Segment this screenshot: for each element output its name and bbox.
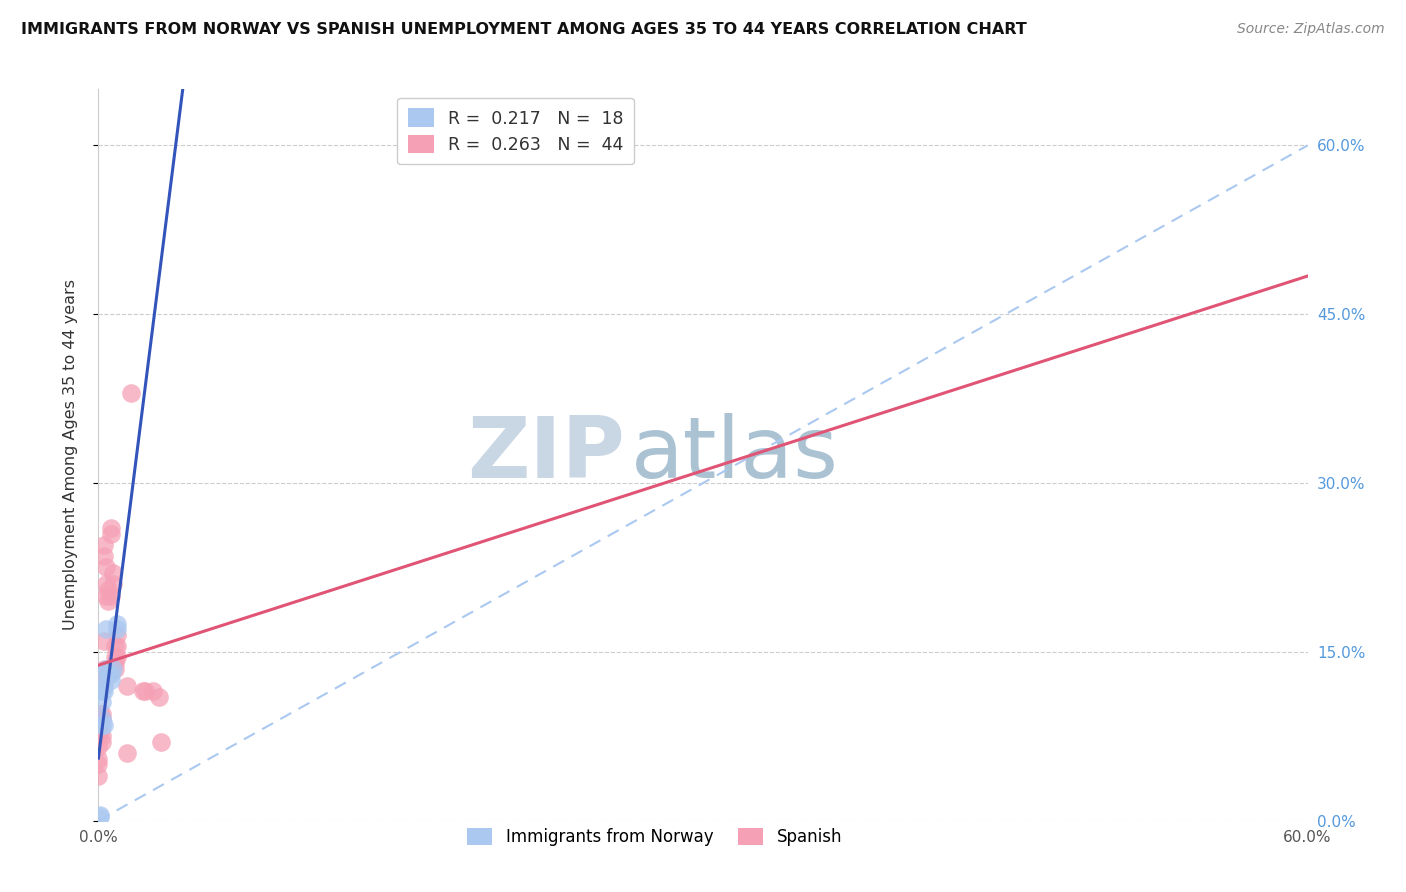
Point — [100, 673, 122, 687]
Point — [91, 712, 114, 726]
Legend: Immigrants from Norway, Spanish: Immigrants from Norway, Spanish — [461, 821, 849, 853]
Point — [103, 662, 125, 676]
Point — [105, 616, 128, 631]
Point — [91, 712, 114, 726]
Point — [87, 757, 110, 772]
Point — [101, 566, 124, 580]
Point — [142, 684, 165, 698]
Point — [91, 684, 114, 698]
Point — [100, 526, 122, 541]
Text: Source: ZipAtlas.com: Source: ZipAtlas.com — [1237, 22, 1385, 37]
Point — [96, 623, 118, 637]
Point — [97, 667, 120, 681]
Point — [100, 667, 122, 681]
Point — [148, 690, 170, 704]
Point — [96, 560, 118, 574]
Point — [93, 718, 115, 732]
Point — [91, 706, 114, 721]
Point — [93, 673, 115, 687]
Point — [89, 723, 111, 738]
Point — [97, 582, 120, 597]
Point — [87, 718, 110, 732]
Point — [89, 706, 111, 721]
Point — [105, 623, 128, 637]
Point — [100, 521, 122, 535]
Point — [103, 650, 125, 665]
Point — [115, 679, 138, 693]
Point — [101, 577, 124, 591]
Point — [87, 752, 110, 766]
Y-axis label: Unemployment Among Ages 35 to 44 years: Unemployment Among Ages 35 to 44 years — [63, 279, 77, 631]
Point — [93, 538, 115, 552]
Point — [93, 667, 115, 681]
Point — [120, 386, 142, 401]
Point — [149, 735, 172, 749]
Text: atlas: atlas — [630, 413, 838, 497]
Point — [91, 696, 114, 710]
Point — [87, 769, 110, 783]
Point — [103, 656, 125, 670]
Point — [93, 679, 115, 693]
Point — [105, 639, 128, 653]
Point — [91, 729, 114, 743]
Point — [101, 662, 124, 676]
Point — [100, 589, 122, 603]
Text: ZIP: ZIP — [467, 413, 624, 497]
Point — [103, 639, 125, 653]
Point — [97, 594, 120, 608]
Point — [89, 712, 111, 726]
Point — [91, 718, 114, 732]
Point — [87, 729, 110, 743]
Point — [89, 810, 111, 824]
Point — [93, 662, 115, 676]
Point — [93, 549, 115, 564]
Point — [93, 633, 115, 648]
Text: IMMIGRANTS FROM NORWAY VS SPANISH UNEMPLOYMENT AMONG AGES 35 TO 44 YEARS CORRELA: IMMIGRANTS FROM NORWAY VS SPANISH UNEMPL… — [21, 22, 1026, 37]
Point — [87, 712, 110, 726]
Point — [132, 684, 155, 698]
Point — [96, 577, 118, 591]
Point — [91, 735, 114, 749]
Point — [89, 808, 111, 822]
Point — [134, 684, 156, 698]
Point — [105, 650, 128, 665]
Point — [87, 740, 110, 755]
Point — [105, 628, 128, 642]
Point — [115, 746, 138, 760]
Point — [93, 684, 115, 698]
Point — [96, 662, 118, 676]
Point — [96, 589, 118, 603]
